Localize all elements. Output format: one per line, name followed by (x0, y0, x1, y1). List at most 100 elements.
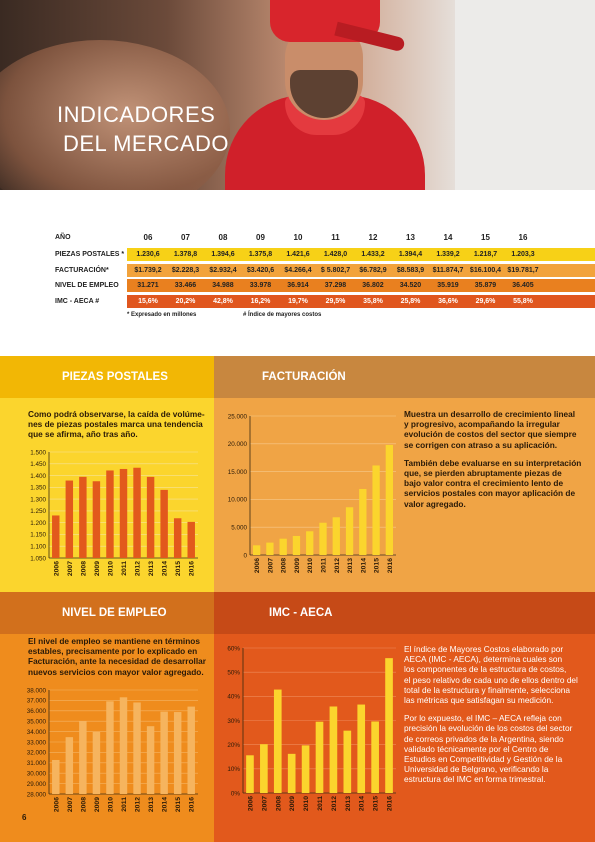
bar-2013 (345, 507, 354, 555)
section-header-facturacion: FACTURACIÓN (214, 356, 595, 398)
y-tick-label: 0% (231, 790, 241, 797)
section-body-empleo: El nivel de empleo se mantiene en términ… (0, 634, 214, 842)
table-header-label: AÑO (55, 234, 71, 241)
chart-facturacion: 0 5.000 10.000 15.000 20.000 25.000 2006 2007 20… (228, 413, 396, 573)
table-cell: 1.394,4 (398, 251, 423, 258)
x-tick-label: 2016 (189, 561, 196, 576)
x-tick-label: 2011 (317, 796, 324, 811)
table-year: 11 (331, 233, 340, 242)
x-tick-label: 2015 (373, 796, 380, 811)
y-tick-label: 15.000 (228, 469, 248, 476)
bar-2008 (79, 476, 87, 558)
table-cell: 35.879 (474, 282, 497, 289)
table-year: 09 (256, 233, 265, 242)
y-tick-label: 1.300 (30, 496, 46, 503)
table-cell: $4.266,4 (284, 267, 312, 274)
table-cell: 36,6% (438, 298, 458, 305)
table-row-band (127, 248, 595, 261)
y-tick-label: 1.500 (30, 449, 46, 456)
empleo-text-line: nuevos servicios con mayor valor agregad… (28, 666, 204, 677)
y-tick-label: 1.100 (30, 544, 46, 551)
table-cell: 55,8% (513, 298, 533, 305)
facturacion-text-line: que, se pierden abruptamente piezas de (404, 468, 562, 479)
piezas-text-line: Como podrá observarse, la caída de volúm… (28, 409, 205, 419)
section-header-empleo: NIVEL DE EMPLEO (0, 592, 214, 634)
table-cell: 1.394,6 (211, 251, 235, 258)
table-cell: $19.781,7 (507, 267, 539, 274)
y-tick-label: 29.000 (27, 781, 47, 788)
table-note-costs: # Índice de mayores costos (243, 312, 322, 318)
x-tick-label: 2012 (331, 796, 338, 811)
table-cell: 1.428,0 (323, 251, 348, 258)
x-tick-label: 2009 (289, 796, 296, 811)
bar-2013 (146, 476, 155, 558)
bar-2010 (306, 531, 314, 555)
bar-2016 (385, 658, 393, 793)
bar-2013 (343, 730, 352, 793)
bar-2014 (359, 488, 367, 555)
bar-2011 (315, 721, 324, 793)
imc-text-line: El índice de Mayores Costos elaborado po… (404, 644, 564, 654)
bar-2010 (106, 701, 114, 794)
x-tick-label: 2016 (189, 797, 196, 812)
table-cell: 1.203,3 (511, 251, 535, 258)
imc-text-line: total de la estructura y finalmente, sel… (404, 684, 571, 695)
empleo-text: El nivel de empleo se mantiene en términ… (28, 636, 212, 677)
x-tick-label: 2013 (347, 558, 354, 573)
bar-2010 (301, 745, 310, 793)
bar-2007 (260, 744, 268, 793)
table-row-band (127, 264, 595, 277)
x-tick-label: 2014 (162, 797, 169, 812)
table-year: 13 (406, 233, 415, 242)
bar-2008 (79, 721, 87, 794)
x-tick-label: 2009 (294, 558, 301, 573)
table-cell: 33.466 (174, 282, 197, 289)
bar-2006 (246, 755, 254, 793)
y-tick-label: 10.000 (228, 497, 248, 504)
facturacion-text-line: También debe evaluarse en su interpretac… (404, 457, 582, 468)
x-tick-label: 2010 (303, 796, 310, 811)
piezas-text: Como podrá observarse, la caída de volúm… (28, 409, 210, 440)
y-tick-label: 37.000 (27, 698, 47, 705)
x-tick-label: 2015 (175, 561, 182, 576)
table-cell: $2.932,4 (209, 267, 237, 274)
table-cell: 35.919 (437, 282, 459, 289)
x-tick-label: 2013 (148, 797, 155, 812)
bar-2006 (52, 759, 60, 794)
facturacion-text-line: y progresivo, acompañando la irregular (404, 419, 560, 430)
empleo-text-line: estables, precisamente por lo explicado … (28, 646, 198, 657)
x-tick-label: 2007 (67, 797, 74, 812)
y-tick-label: 33.000 (27, 739, 47, 746)
bar-2010 (106, 470, 114, 558)
section-header-piezas: PIEZAS POSTALES (0, 356, 214, 398)
x-tick-label: 2010 (107, 797, 114, 812)
table-cell: 42,8% (213, 298, 233, 305)
facturacion-text-line: se corrigen con atraso a su aplicación. (404, 439, 558, 450)
table-year: 07 (181, 233, 190, 242)
imc-text-line: validado técnicamente por el Centro de (404, 743, 549, 754)
y-tick-label: 20% (227, 742, 240, 749)
x-tick-label: 2012 (135, 561, 142, 576)
bar-2012 (329, 706, 338, 793)
x-tick-label: 2014 (162, 561, 169, 576)
table-row-label: NIVEL DE EMPLEO (55, 282, 119, 289)
x-tick-label: 2013 (148, 561, 155, 576)
x-tick-label: 2006 (247, 796, 254, 811)
imc-text: El índice de Mayores Costos elaborado po… (404, 644, 594, 785)
y-tick-label: 1.350 (30, 485, 46, 492)
y-tick-label: 50% (227, 669, 240, 676)
y-tick-label: 1.200 (30, 520, 46, 527)
section-title-facturacion: FACTURACIÓN (262, 371, 346, 383)
bar-2012 (133, 467, 141, 558)
facturacion-text-line: valor agregado. (404, 498, 466, 509)
y-tick-label: 25.000 (228, 413, 248, 420)
x-tick-label: 2006 (53, 561, 60, 576)
section-body-piezas: Como podrá observarse, la caída de volúm… (0, 398, 214, 592)
bar-2016 (187, 521, 195, 558)
imc-text-line: de correos privados de la Argentina, sie… (404, 733, 564, 744)
x-tick-label: 2015 (374, 558, 381, 573)
facturacion-text-line: evolución de costos del sector que siemp… (404, 429, 577, 440)
table-cell: 1.433,2 (361, 251, 385, 258)
table-cell: 1.230,6 (136, 251, 160, 258)
facturacion-text: Muestra un desarrollo de crecimiento lin… (404, 409, 592, 509)
